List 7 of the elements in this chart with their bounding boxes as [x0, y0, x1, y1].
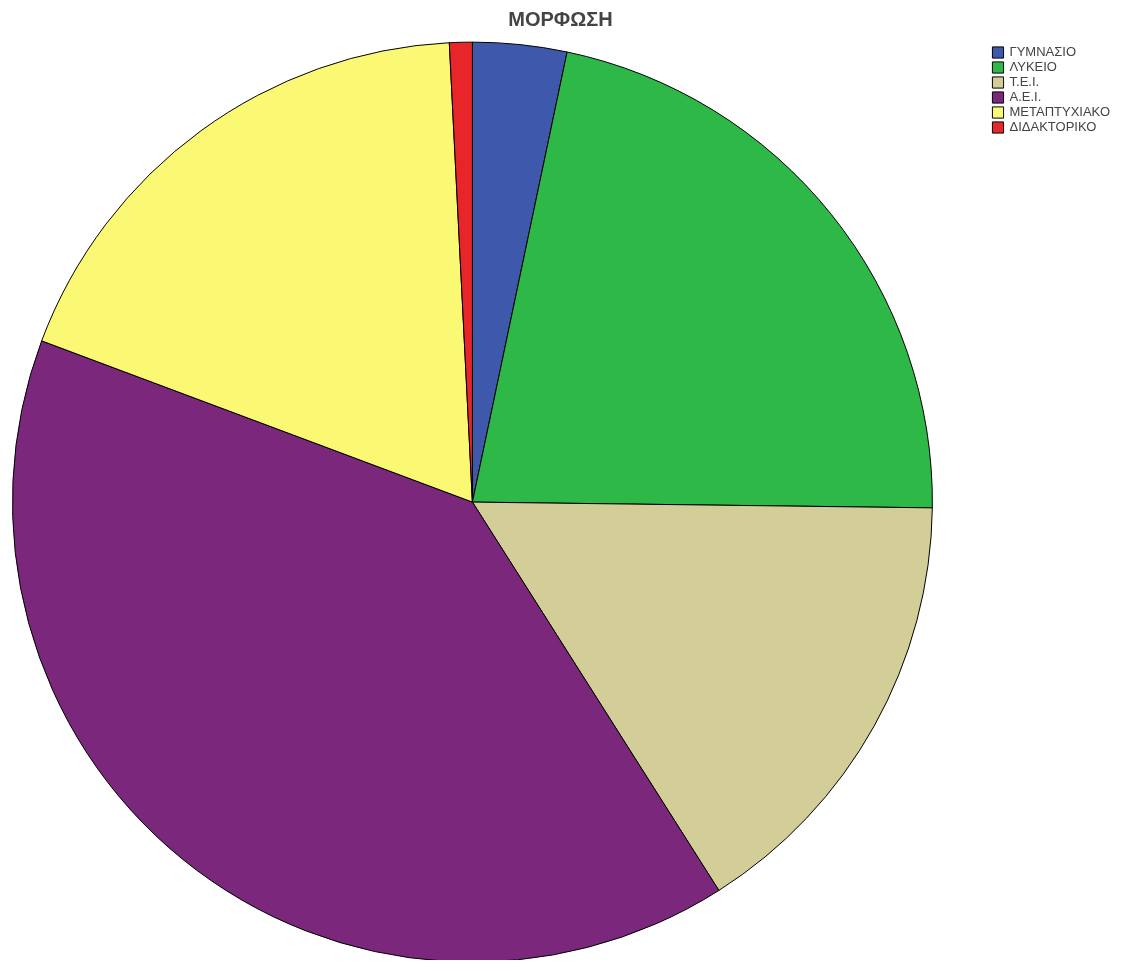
- legend-label: Α.Ε.Ι.: [1009, 89, 1042, 104]
- legend-label: Τ.Ε.Ι.: [1009, 74, 1040, 89]
- legend-label: ΛΥΚΕΙΟ: [1009, 59, 1057, 74]
- legend-label: ΜΕΤΑΠΤΥΧΙΑΚΟ: [1009, 104, 1110, 119]
- legend-label: ΔΙΔΑΚΤΟΡΙΚΟ: [1009, 119, 1097, 134]
- chart-title: ΜΟΡΦΩΣΗ: [508, 7, 613, 30]
- legend-label: ΓΥΜΝΑΣΙΟ: [1009, 44, 1076, 59]
